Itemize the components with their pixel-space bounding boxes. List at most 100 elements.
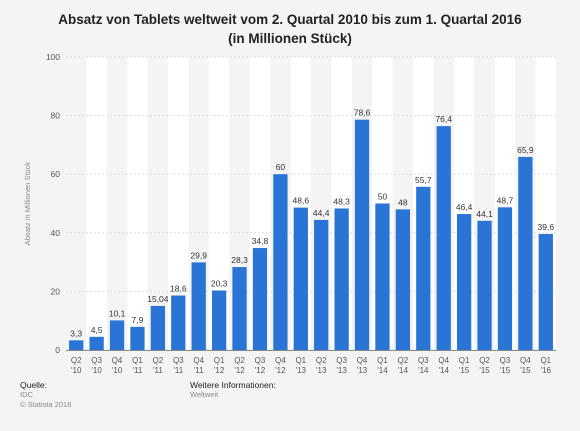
data-label: 15,04 [147,294,169,304]
bar [538,233,553,350]
source-label: Quelle: [20,380,47,390]
column-band [127,57,148,350]
x-tick-label-year: '13 [336,366,347,375]
x-tick-label-quarter: Q1 [214,356,225,365]
x-tick-label-year: '11 [194,366,204,375]
bar [109,320,125,350]
x-tick-label-year: '14 [377,366,388,375]
source-block: Quelle: IDC © Statista 2016 [20,380,71,410]
x-tick-label-quarter: Q2 [153,356,164,365]
column-band [208,57,230,350]
x-tick-label-year: '14 [438,366,449,375]
data-label: 76,4 [435,114,452,124]
x-tick-label-quarter: Q3 [91,356,102,365]
data-label: 4,5 [91,325,103,335]
x-tick-label-year: '13 [357,366,368,375]
x-tick-label-year: '10 [91,366,102,375]
data-label: 48,6 [293,196,310,206]
bar [252,248,268,350]
x-tick-label-year: '15 [459,366,470,375]
x-tick-label-year: '15 [500,366,511,375]
bar [334,208,349,350]
y-tick-label: 80 [51,111,61,121]
bar [395,209,411,350]
x-tick-label-quarter: Q2 [479,356,490,365]
chart-title-line-2: (in Millionen Stück) [228,31,352,46]
x-tick-label-quarter: Q4 [357,356,368,365]
data-label: 29,9 [190,250,207,260]
bar [69,340,84,350]
x-tick-label-year: '11 [133,366,143,375]
x-tick-label-quarter: Q2 [71,356,82,365]
bar [518,156,533,350]
x-tick-label-quarter: Q3 [255,356,266,365]
x-tick-label-year: '15 [479,366,490,375]
column-band [168,57,189,350]
x-tick-label-quarter: Q3 [173,356,184,365]
y-tick-label: 20 [51,286,61,296]
chart-title: Absatz von Tablets weltweit vom 2. Quart… [0,10,580,48]
info-label: Weitere Informationen: [190,380,276,390]
bar [456,214,472,350]
x-tick-label-quarter: Q1 [540,356,551,365]
x-tick-label-year: '11 [153,366,163,375]
data-label: 18,6 [170,284,187,294]
info-block: Weitere Informationen: Weltweit [190,380,276,400]
x-tick-label-year: '12 [234,366,245,375]
bar [150,305,166,350]
bar [191,262,206,350]
bar [354,119,370,351]
bar [293,207,308,350]
bar [416,186,431,350]
data-label: 48 [398,197,408,207]
data-label: 60 [276,162,286,172]
y-axis-label: Absatz in Millionen Stück [23,162,32,246]
data-label: 78,6 [354,108,371,118]
data-label: 48,7 [497,195,514,205]
data-label: 50 [378,192,388,202]
x-tick-label-quarter: Q2 [316,356,327,365]
bar [171,295,186,350]
source-value: IDC [20,390,33,399]
x-tick-label-year: '12 [275,366,286,375]
x-tick-label-quarter: Q4 [438,356,449,365]
x-tick-label-quarter: Q1 [377,356,388,365]
x-tick-label-year: '11 [173,366,183,375]
bar [130,326,145,350]
bar [314,219,329,350]
data-label: 28,3 [231,255,248,265]
y-tick-label: 40 [51,228,61,238]
x-tick-label-year: '10 [71,366,82,375]
bar [497,207,513,350]
copyright: © Statista 2016 [20,400,72,409]
bar [232,267,247,350]
data-label: 46,4 [456,202,473,212]
data-label: 7,9 [132,315,144,325]
bar [436,126,451,350]
x-tick-label-year: '13 [316,366,327,375]
data-label: 10,1 [109,308,126,318]
x-tick-label-quarter: Q4 [520,356,531,365]
x-tick-label-year: '12 [255,366,266,375]
x-tick-label-quarter: Q3 [418,356,429,365]
bar [89,336,104,350]
data-label: 44,1 [476,209,493,219]
info-value: Weltweit [190,390,219,399]
y-tick-label: 0 [55,345,60,355]
data-label: 44,4 [313,208,330,218]
x-tick-label-quarter: Q2 [234,356,245,365]
column-band [86,57,107,350]
bar [477,220,492,350]
x-tick-label-quarter: Q1 [459,356,470,365]
x-tick-label-year: '14 [398,366,409,375]
bar [273,174,288,350]
data-label: 20,3 [211,279,228,289]
x-tick-label-quarter: Q3 [336,356,347,365]
x-tick-label-year: '14 [418,366,429,375]
x-tick-label-quarter: Q4 [193,356,204,365]
x-tick-label-quarter: Q1 [295,356,306,365]
x-tick-label-quarter: Q4 [275,356,286,365]
x-tick-label-year: '16 [541,366,552,375]
data-label: 34,8 [252,236,269,246]
